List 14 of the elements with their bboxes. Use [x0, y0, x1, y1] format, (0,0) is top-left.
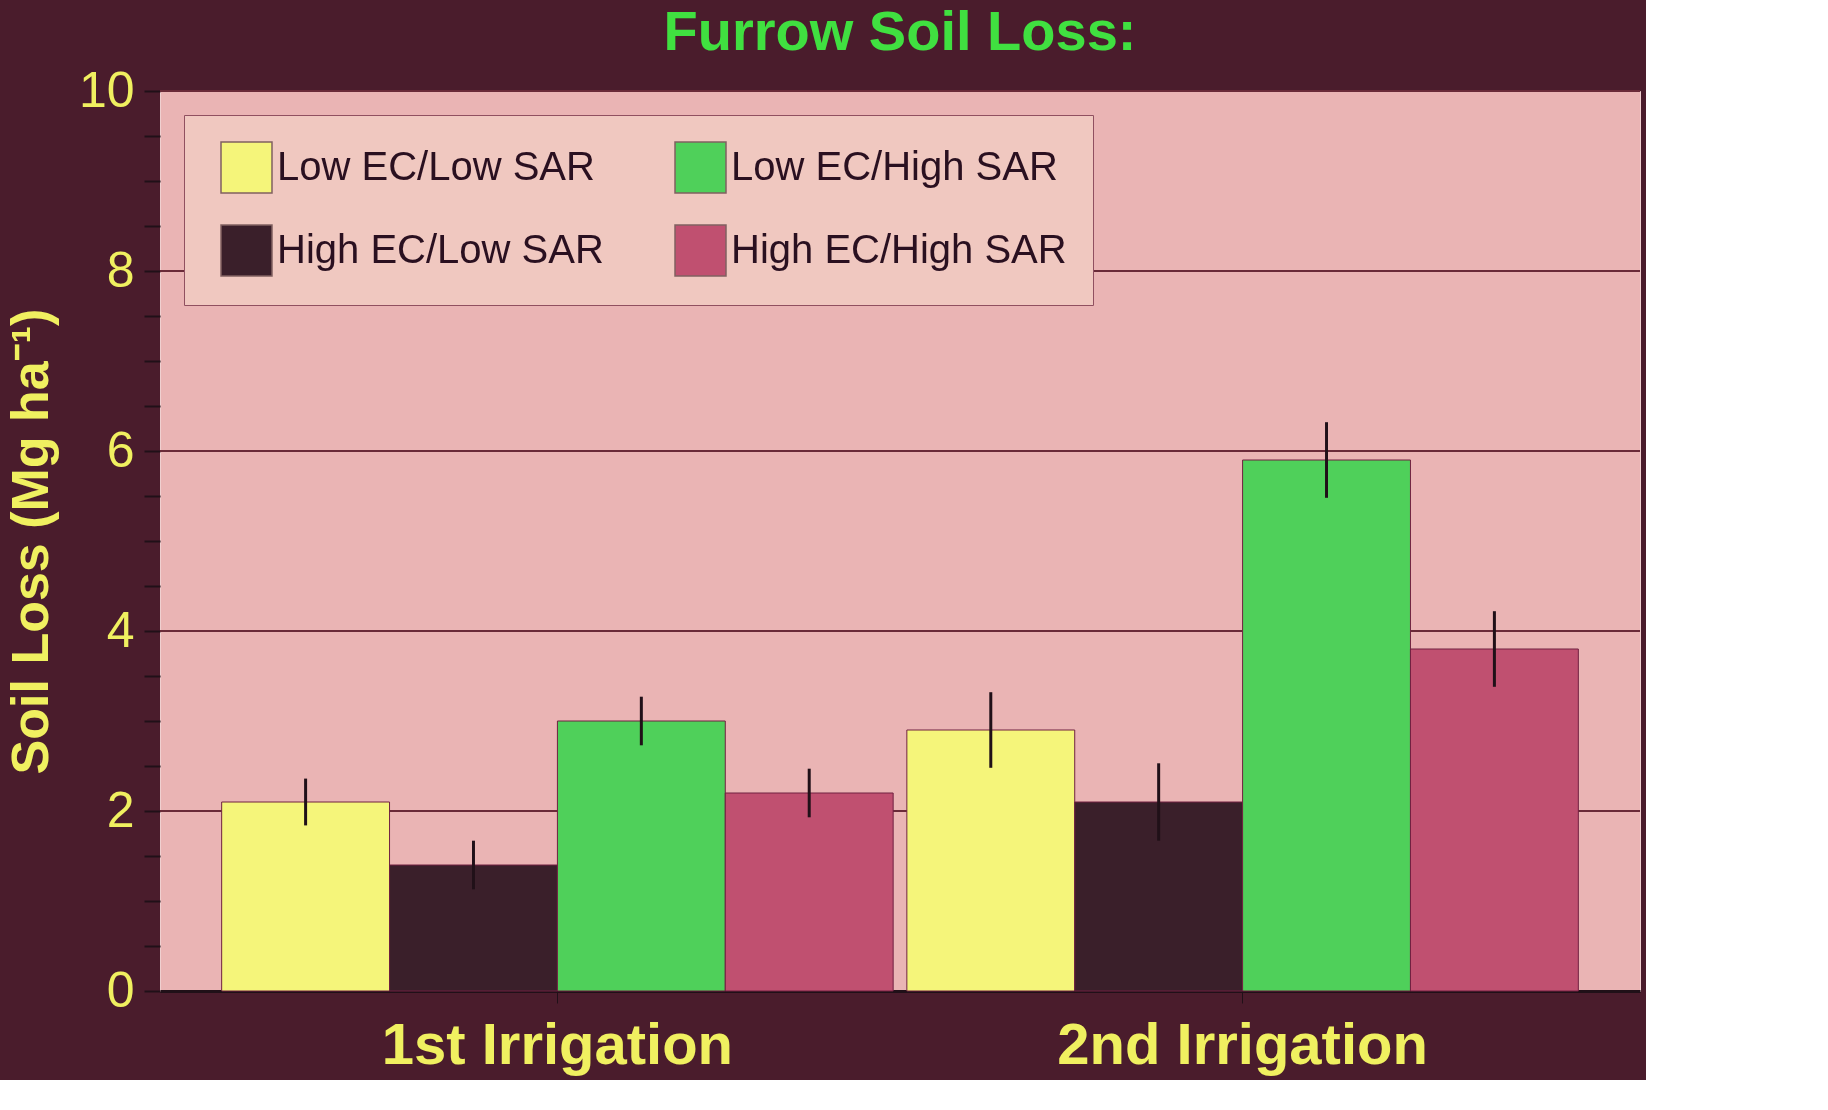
legend-label: High EC/Low SAR	[277, 226, 604, 271]
y-tick-label: 4	[106, 601, 135, 658]
legend-label: High EC/High SAR	[731, 226, 1067, 271]
chart-title: Furrow Soil Loss:	[663, 0, 1137, 62]
y-axis-title: Soil Loss (Mg ha⁻¹)	[0, 308, 59, 775]
y-tick-label: 2	[106, 781, 135, 838]
x-tick-label: 2nd Irrigation	[1057, 1010, 1428, 1076]
x-tick-label: 1st Irrigation	[381, 1010, 734, 1076]
legend-label: Low EC/Low SAR	[277, 143, 595, 188]
y-tick-label: 0	[106, 961, 135, 1018]
legend-label: Low EC/High SAR	[731, 143, 1058, 188]
y-tick-label: 6	[106, 421, 135, 478]
y-tick-label: 10	[78, 61, 135, 118]
y-tick-label: 8	[106, 241, 135, 298]
